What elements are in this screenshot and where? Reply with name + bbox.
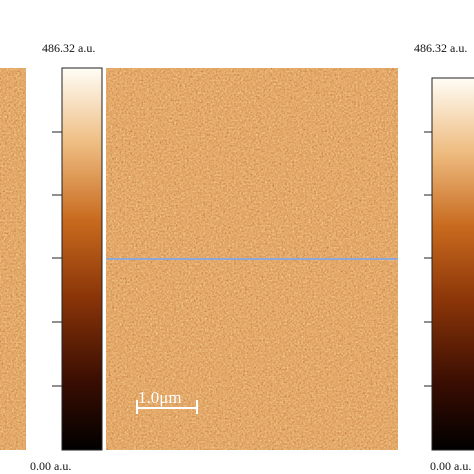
colorbar-ticks-left	[52, 131, 62, 387]
colorbar-ticks-right	[424, 131, 432, 387]
colorbar-max-label: 486.32 a.u.	[42, 41, 95, 55]
colorbar-right	[431, 77, 474, 451]
colorbar-max-label: 486.32 a.u.	[414, 41, 467, 55]
colorbar-min-label: 0.00 a.u.	[30, 459, 71, 473]
afm-image-left	[0, 68, 26, 450]
colorbar-left	[61, 67, 103, 451]
scale-bar	[136, 400, 198, 414]
scale-bar-label: 1.0μm	[138, 388, 182, 407]
colorbar-min-label: 0.00 a.u.	[430, 459, 471, 473]
